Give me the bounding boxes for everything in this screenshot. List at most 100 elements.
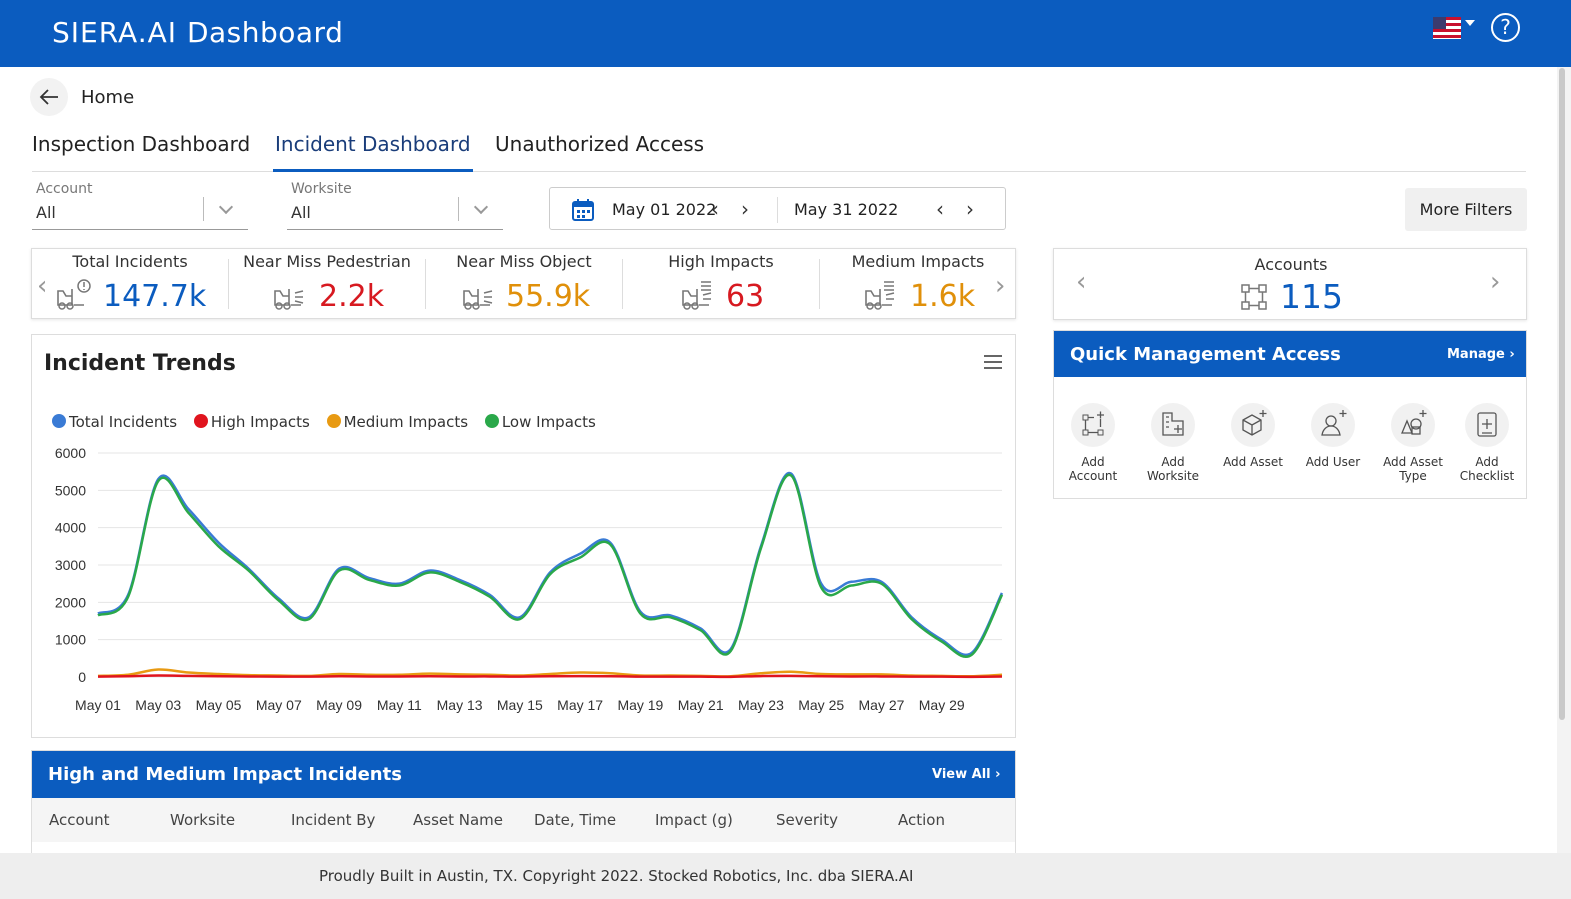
y-tick-label: 4000 bbox=[55, 520, 86, 536]
column-header[interactable]: Severity bbox=[776, 811, 838, 829]
column-header[interactable]: Impact (g) bbox=[655, 811, 733, 829]
add-asset-type-icon[interactable] bbox=[1391, 403, 1435, 447]
column-header[interactable]: Asset Name bbox=[413, 811, 504, 829]
worksite-filter-label: Worksite bbox=[291, 181, 352, 197]
column-header[interactable]: Action bbox=[898, 811, 945, 829]
column-header[interactable]: Date, Time bbox=[534, 811, 617, 829]
help-icon[interactable]: ? bbox=[1491, 13, 1520, 42]
calendar-icon[interactable] bbox=[571, 198, 595, 222]
legend-item-high-impacts[interactable]: High Impacts bbox=[193, 413, 310, 431]
incidents-table-header: Account Worksite Incident By Asset Name … bbox=[32, 798, 1015, 842]
us-flag-icon[interactable] bbox=[1433, 15, 1461, 41]
add-asset-icon[interactable] bbox=[1231, 403, 1275, 447]
manage-link[interactable]: Manage › bbox=[1447, 347, 1515, 362]
kpi-divider bbox=[425, 259, 426, 309]
more-filters-button[interactable]: More Filters bbox=[1405, 188, 1527, 231]
y-tick-label: 2000 bbox=[55, 594, 86, 610]
filter-separator bbox=[203, 197, 204, 221]
x-tick-label: May 19 bbox=[617, 697, 663, 713]
worksite-filter-value[interactable]: All bbox=[291, 203, 311, 222]
kpi-prev-icon[interactable]: ‹ bbox=[37, 271, 48, 301]
add-checklist-icon[interactable] bbox=[1465, 403, 1509, 447]
account-filter[interactable]: Account All bbox=[32, 180, 248, 230]
add-account-icon[interactable] bbox=[1071, 403, 1115, 447]
chart-legend: Total Incidents High Impacts Medium Impa… bbox=[52, 413, 608, 431]
add-worksite-icon[interactable] bbox=[1151, 403, 1195, 447]
kpi-medium-impacts[interactable]: Medium Impacts 1.6k bbox=[820, 249, 1016, 318]
quick-access-title: Quick Management Access bbox=[1070, 344, 1341, 365]
quick-access-header: Quick Management Access Manage › bbox=[1054, 331, 1526, 377]
arrow-left-icon bbox=[39, 89, 58, 105]
view-all-link[interactable]: View All › bbox=[932, 767, 1001, 782]
legend-item-medium-impacts[interactable]: Medium Impacts bbox=[326, 413, 468, 431]
accounts-card: ‹ Accounts 115 › bbox=[1053, 248, 1527, 320]
column-header[interactable]: Worksite bbox=[170, 811, 236, 829]
add-asset-type-label: Add Asset Type bbox=[1383, 455, 1443, 483]
start-date-prev-icon[interactable]: ‹ bbox=[711, 197, 719, 221]
accounts-value: 115 bbox=[1280, 277, 1343, 316]
kpi-value: 63 bbox=[726, 279, 765, 314]
brand-logo: SIERA.AI bbox=[52, 16, 178, 49]
y-tick-label: 6000 bbox=[55, 445, 86, 461]
date-range-picker[interactable]: May 01 2022 ‹ › May 31 2022 ‹ › bbox=[549, 187, 1006, 230]
x-tick-label: May 09 bbox=[316, 697, 362, 713]
incidents-title: High and Medium Impact Incidents bbox=[48, 764, 402, 785]
series-line-high-impacts bbox=[97, 674, 1003, 679]
add-worksite-button[interactable]: Add Worksite bbox=[1133, 403, 1213, 483]
kpi-near-miss-pedestrian[interactable]: Near Miss Pedestrian 2.2k bbox=[229, 249, 425, 318]
add-checklist-button[interactable]: Add Checklist bbox=[1447, 403, 1527, 483]
start-date-next-icon[interactable]: › bbox=[741, 197, 749, 221]
add-user-button[interactable]: Add User bbox=[1293, 403, 1373, 469]
kpi-next-icon[interactable]: › bbox=[995, 271, 1006, 301]
manage-label[interactable]: Manage bbox=[1447, 347, 1505, 362]
incident-trends-chart: 0 1000 2000 3000 4000 5000 6000 May 01 May 03 May… bbox=[55, 445, 1004, 713]
start-date[interactable]: May 01 2022 bbox=[612, 200, 717, 219]
worksite-filter[interactable]: Worksite All bbox=[287, 180, 503, 230]
add-account-button[interactable]: Add Account bbox=[1053, 403, 1133, 483]
forklift-object-icon bbox=[463, 289, 493, 310]
legend-item-low-impacts[interactable]: Low Impacts bbox=[484, 413, 596, 431]
accounts-icon bbox=[1241, 284, 1267, 310]
column-header[interactable]: Account bbox=[49, 811, 110, 829]
x-tick-label: May 07 bbox=[256, 697, 302, 713]
x-tick-label: May 11 bbox=[377, 697, 422, 713]
tab-unauthorized-access[interactable]: Unauthorized Access bbox=[495, 132, 705, 156]
quick-management-access: Quick Management Access Manage › Add Acco… bbox=[1053, 330, 1527, 499]
tab-incident-dashboard[interactable]: Incident Dashboard bbox=[273, 132, 473, 172]
chevron-down-icon[interactable] bbox=[473, 199, 489, 215]
breadcrumb-home[interactable]: Home bbox=[81, 87, 135, 108]
language-dropdown-caret-icon[interactable] bbox=[1465, 20, 1475, 26]
forklift-impact-icon bbox=[865, 281, 895, 310]
accounts-prev-icon[interactable]: ‹ bbox=[1076, 267, 1087, 297]
kpi-value: 2.2k bbox=[319, 279, 385, 314]
add-asset-type-button[interactable]: Add Asset Type bbox=[1373, 403, 1453, 483]
add-asset-button[interactable]: Add Asset bbox=[1213, 403, 1293, 469]
forklift-pedestrian-icon bbox=[274, 289, 304, 310]
legend-item-total-incidents[interactable]: Total Incidents bbox=[52, 413, 177, 431]
series-line-low-impacts bbox=[97, 473, 1004, 658]
kpi-divider bbox=[622, 259, 623, 309]
add-worksite-label: Add Worksite bbox=[1146, 455, 1200, 483]
chevron-down-icon[interactable] bbox=[218, 199, 234, 215]
page-scrollbar-thumb[interactable] bbox=[1559, 68, 1565, 720]
chart-menu-icon[interactable] bbox=[984, 355, 1002, 373]
high-medium-incidents-card: High and Medium Impact Incidents View Al… bbox=[31, 750, 1016, 854]
back-button[interactable] bbox=[30, 78, 68, 116]
x-tick-label: May 01 bbox=[75, 697, 121, 713]
kpi-total-incidents[interactable]: Total Incidents 147.7k bbox=[32, 249, 228, 318]
y-tick-label: 0 bbox=[78, 669, 86, 685]
account-filter-value[interactable]: All bbox=[36, 203, 56, 222]
column-header[interactable]: Incident By bbox=[291, 811, 376, 829]
add-user-icon[interactable] bbox=[1311, 403, 1355, 447]
x-tick-label: May 21 bbox=[678, 697, 724, 713]
end-date-prev-icon[interactable]: ‹ bbox=[936, 197, 944, 221]
end-date-next-icon[interactable]: › bbox=[966, 197, 974, 221]
end-date[interactable]: May 31 2022 bbox=[794, 200, 899, 219]
accounts-title: Accounts bbox=[1254, 255, 1328, 274]
x-tick-label: May 05 bbox=[196, 697, 242, 713]
view-all-label[interactable]: View All bbox=[932, 767, 991, 782]
kpi-near-miss-object[interactable]: Near Miss Object 55.9k bbox=[426, 249, 622, 318]
kpi-high-impacts[interactable]: High Impacts 63 bbox=[623, 249, 819, 318]
accounts-next-icon[interactable]: › bbox=[1490, 267, 1501, 297]
tab-inspection-dashboard[interactable]: Inspection Dashboard bbox=[32, 132, 251, 156]
